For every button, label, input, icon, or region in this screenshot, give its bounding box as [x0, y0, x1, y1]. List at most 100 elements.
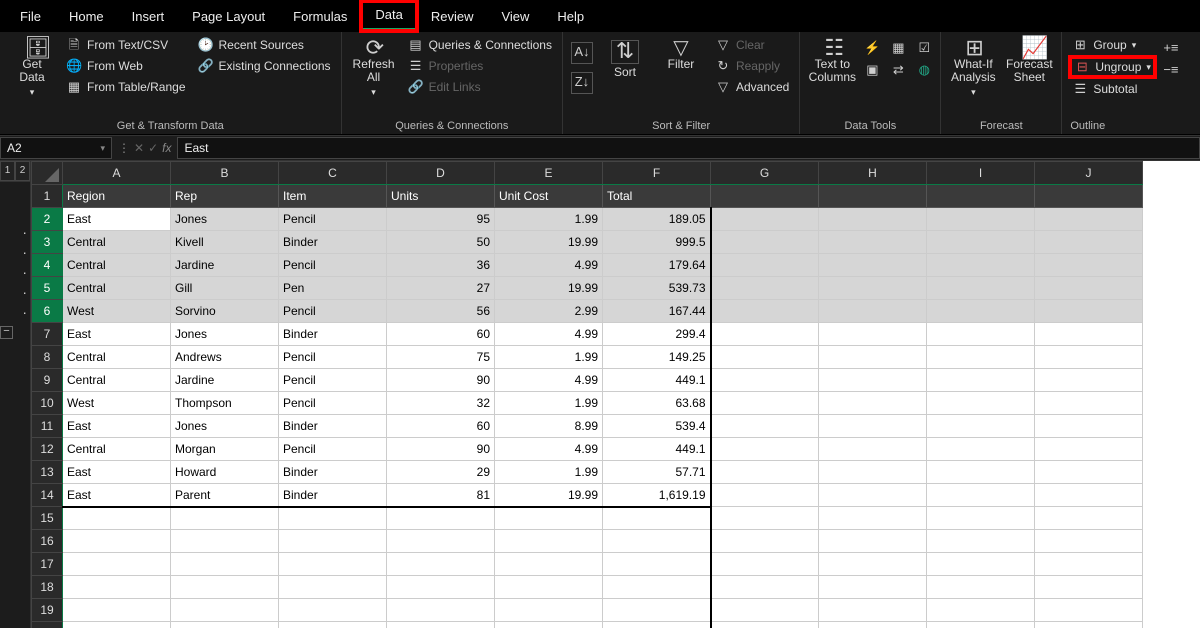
subtotal-button[interactable]: ☰Subtotal — [1070, 80, 1155, 98]
sort-button[interactable]: ⇅ Sort — [601, 36, 649, 79]
cell-A14[interactable]: East — [63, 484, 171, 507]
column-header-C[interactable]: C — [279, 162, 387, 185]
row-header-17[interactable]: 17 — [32, 553, 63, 576]
filter-button[interactable]: ▽ Filter — [657, 36, 705, 71]
cell-D9[interactable]: 90 — [387, 369, 495, 392]
cell-A3[interactable]: Central — [63, 231, 171, 254]
menu-tab-help[interactable]: Help — [543, 3, 598, 30]
column-header-D[interactable]: D — [387, 162, 495, 185]
cell-I8[interactable] — [927, 346, 1035, 369]
menu-tab-data[interactable]: Data — [361, 1, 416, 31]
from-web-button[interactable]: 🌐From Web — [64, 57, 188, 75]
cell-F16[interactable] — [603, 530, 711, 553]
forecast-sheet-button[interactable]: 📈 Forecast Sheet — [1005, 36, 1053, 84]
remove-duplicates-icon[interactable]: ▦ — [890, 40, 906, 56]
cell-E17[interactable] — [495, 553, 603, 576]
cell-B12[interactable]: Morgan — [171, 438, 279, 461]
cell-H19[interactable] — [819, 599, 927, 622]
cell-H20[interactable] — [819, 622, 927, 628]
consolidate-icon[interactable]: ▣ — [864, 62, 880, 78]
menu-tab-review[interactable]: Review — [417, 3, 488, 30]
cell-E3[interactable]: 19.99 — [495, 231, 603, 254]
cell-I7[interactable] — [927, 323, 1035, 346]
cell-G11[interactable] — [711, 415, 819, 438]
cell-F5[interactable]: 539.73 — [603, 277, 711, 300]
cell-C9[interactable]: Pencil — [279, 369, 387, 392]
cell-F19[interactable] — [603, 599, 711, 622]
row-header-19[interactable]: 19 — [32, 599, 63, 622]
cell-H2[interactable] — [819, 208, 927, 231]
ungroup-button[interactable]: ⊟Ungroup ▾ — [1070, 57, 1155, 77]
cell-D11[interactable]: 60 — [387, 415, 495, 438]
cell-H12[interactable] — [819, 438, 927, 461]
cell-J8[interactable] — [1035, 346, 1143, 369]
row-header-8[interactable]: 8 — [32, 346, 63, 369]
row-header-20[interactable]: 20 — [32, 622, 63, 628]
cell-E7[interactable]: 4.99 — [495, 323, 603, 346]
cell-C7[interactable]: Binder — [279, 323, 387, 346]
cell-D7[interactable]: 60 — [387, 323, 495, 346]
cell-C12[interactable]: Pencil — [279, 438, 387, 461]
cell-B8[interactable]: Andrews — [171, 346, 279, 369]
cell-J14[interactable] — [1035, 484, 1143, 507]
cell-A8[interactable]: Central — [63, 346, 171, 369]
row-header-3[interactable]: 3 — [32, 231, 63, 254]
cell-A20[interactable] — [63, 622, 171, 628]
cell-E6[interactable]: 2.99 — [495, 300, 603, 323]
row-header-13[interactable]: 13 — [32, 461, 63, 484]
cell-I11[interactable] — [927, 415, 1035, 438]
cell-B5[interactable]: Gill — [171, 277, 279, 300]
cell-B15[interactable] — [171, 507, 279, 530]
cell-F12[interactable]: 449.1 — [603, 438, 711, 461]
cell-C1[interactable]: Item — [279, 185, 387, 208]
column-header-B[interactable]: B — [171, 162, 279, 185]
cell-B6[interactable]: Sorvino — [171, 300, 279, 323]
cell-H1[interactable] — [819, 185, 927, 208]
cell-F6[interactable]: 167.44 — [603, 300, 711, 323]
cell-G15[interactable] — [711, 507, 819, 530]
cell-D10[interactable]: 32 — [387, 392, 495, 415]
row-header-11[interactable]: 11 — [32, 415, 63, 438]
cell-A1[interactable]: Region — [63, 185, 171, 208]
cell-A7[interactable]: East — [63, 323, 171, 346]
outline-collapse-toggle[interactable]: − — [0, 326, 13, 339]
cell-G5[interactable] — [711, 277, 819, 300]
queries-connections-button[interactable]: ▤Queries & Connections — [406, 36, 554, 54]
cell-E11[interactable]: 8.99 — [495, 415, 603, 438]
cell-C3[interactable]: Binder — [279, 231, 387, 254]
row-header-9[interactable]: 9 — [32, 369, 63, 392]
cell-G8[interactable] — [711, 346, 819, 369]
cell-D20[interactable] — [387, 622, 495, 628]
chevron-down-icon[interactable]: ▾ — [100, 143, 105, 154]
cell-F1[interactable]: Total — [603, 185, 711, 208]
select-all-corner[interactable] — [32, 162, 63, 185]
cell-H11[interactable] — [819, 415, 927, 438]
cell-I12[interactable] — [927, 438, 1035, 461]
cell-B16[interactable] — [171, 530, 279, 553]
cell-C11[interactable]: Binder — [279, 415, 387, 438]
cell-B9[interactable]: Jardine — [171, 369, 279, 392]
cell-G18[interactable] — [711, 576, 819, 599]
cell-G20[interactable] — [711, 622, 819, 628]
cell-J2[interactable] — [1035, 208, 1143, 231]
cell-A13[interactable]: East — [63, 461, 171, 484]
cell-J17[interactable] — [1035, 553, 1143, 576]
cell-E19[interactable] — [495, 599, 603, 622]
cell-B3[interactable]: Kivell — [171, 231, 279, 254]
recent-sources-button[interactable]: 🕑Recent Sources — [196, 36, 333, 54]
menu-tab-file[interactable]: File — [6, 3, 55, 30]
cell-D8[interactable]: 75 — [387, 346, 495, 369]
cell-E14[interactable]: 19.99 — [495, 484, 603, 507]
cell-H6[interactable] — [819, 300, 927, 323]
cell-A9[interactable]: Central — [63, 369, 171, 392]
cell-E12[interactable]: 4.99 — [495, 438, 603, 461]
cell-G10[interactable] — [711, 392, 819, 415]
cell-J1[interactable] — [1035, 185, 1143, 208]
cell-H18[interactable] — [819, 576, 927, 599]
cell-J3[interactable] — [1035, 231, 1143, 254]
cell-J13[interactable] — [1035, 461, 1143, 484]
cell-E20[interactable] — [495, 622, 603, 628]
cell-C5[interactable]: Pen — [279, 277, 387, 300]
cell-H17[interactable] — [819, 553, 927, 576]
cell-I17[interactable] — [927, 553, 1035, 576]
